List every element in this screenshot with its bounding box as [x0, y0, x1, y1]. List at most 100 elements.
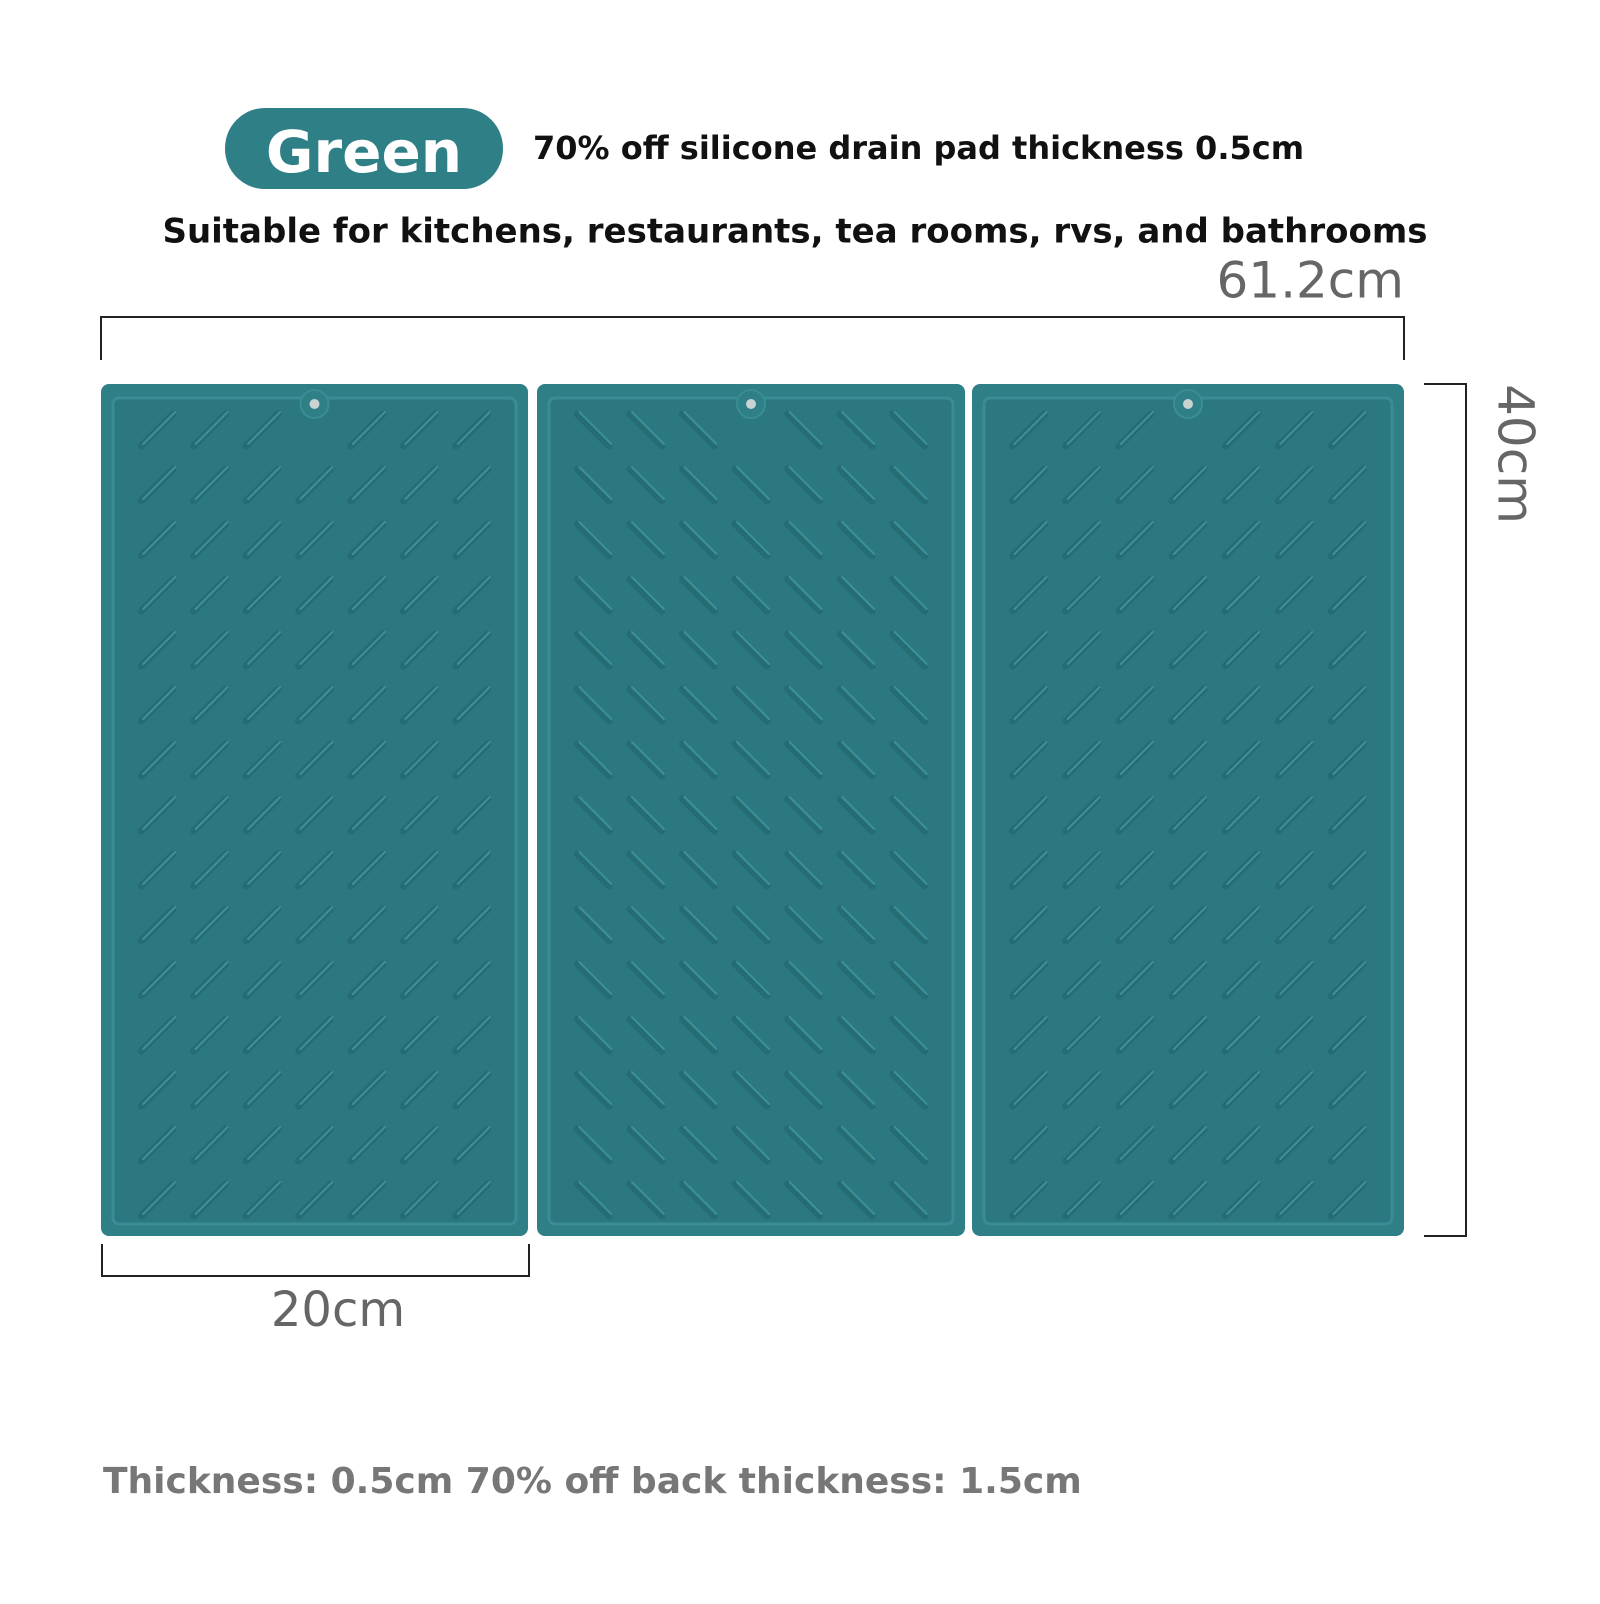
ridge: [626, 960, 666, 1000]
ridge-highlight: [893, 466, 928, 500]
ridge-highlight: [841, 521, 876, 555]
ridge-highlight: [299, 906, 334, 940]
ridge-highlight: [351, 796, 386, 830]
ridge-highlight: [142, 1016, 177, 1050]
ridge-highlight: [630, 521, 665, 555]
ridge-highlight: [404, 1071, 439, 1105]
ridge-highlight: [351, 686, 386, 720]
ridge-highlight: [683, 631, 718, 665]
ridge: [573, 960, 613, 1000]
ridge-highlight: [736, 796, 770, 830]
ridge-highlight: [1066, 906, 1101, 940]
ridge-highlight: [893, 521, 928, 555]
ridge-highlight: [1013, 1016, 1048, 1050]
ridge-highlight: [736, 686, 770, 720]
ridge-highlight: [351, 1016, 386, 1050]
ridge: [678, 850, 718, 890]
height-bracket: [1424, 383, 1467, 1237]
ridge-highlight: [194, 576, 229, 610]
ridge-highlight: [1332, 906, 1367, 940]
ridge-highlight: [1226, 466, 1261, 500]
ridge-highlight: [630, 851, 665, 885]
ridge-highlight: [893, 796, 928, 830]
ridge-highlight: [578, 796, 613, 830]
ridge-highlight: [404, 906, 439, 940]
ridge-highlight: [142, 741, 177, 775]
ridge-highlight: [1332, 741, 1367, 775]
ridge-highlight: [1226, 741, 1261, 775]
drain-mat: [101, 384, 1404, 1236]
ridge-highlight: [247, 851, 282, 885]
ridge-highlight: [299, 796, 334, 830]
ridge-highlight: [1066, 1071, 1101, 1105]
ridge: [678, 795, 718, 835]
ridge-highlight: [1013, 686, 1048, 720]
ridge-highlight: [736, 576, 770, 610]
ridge: [626, 575, 666, 615]
ridge-highlight: [1013, 961, 1048, 995]
ridge-highlight: [630, 686, 665, 720]
ridge-highlight: [194, 851, 229, 885]
ridge: [784, 1180, 824, 1220]
ridge: [784, 520, 824, 560]
ridge-highlight: [1119, 1016, 1154, 1050]
ridge: [731, 575, 771, 615]
ridge: [626, 410, 666, 450]
ridge-highlight: [1332, 631, 1367, 665]
ridge-highlight: [1279, 466, 1314, 500]
ridge: [573, 1125, 613, 1165]
ridge-highlight: [788, 411, 823, 445]
ridge-highlight: [736, 1126, 770, 1160]
ridge-highlight: [351, 466, 386, 500]
ridge-highlight: [683, 576, 718, 610]
ridge-highlight: [841, 1126, 876, 1160]
ridge-highlight: [578, 411, 613, 445]
ridge-highlight: [788, 1126, 823, 1160]
ridge-highlight: [1279, 686, 1314, 720]
ridge: [889, 465, 929, 505]
ridge-highlight: [1226, 1181, 1261, 1215]
ridge: [678, 1070, 718, 1110]
ridge-highlight: [404, 961, 439, 995]
ridge-highlight: [578, 466, 613, 500]
ridge-highlight: [630, 1071, 665, 1105]
ridge-highlight: [1332, 796, 1367, 830]
ridge-highlight: [1013, 906, 1048, 940]
ridge-highlight: [736, 851, 770, 885]
ridge: [784, 465, 824, 505]
ridge: [626, 685, 666, 725]
ridge-highlight: [1119, 1181, 1154, 1215]
ridge-highlight: [841, 631, 876, 665]
ridge: [836, 1070, 876, 1110]
ridge-highlight: [1119, 411, 1154, 445]
ridge: [573, 465, 613, 505]
ridge-highlight: [578, 1016, 613, 1050]
ridge-highlight: [1119, 521, 1154, 555]
ridge-highlight: [456, 1016, 491, 1050]
ridge-highlight: [351, 631, 386, 665]
ridge-highlight: [142, 576, 177, 610]
ridge: [573, 850, 613, 890]
ridge-highlight: [456, 576, 491, 610]
ridge: [573, 575, 613, 615]
ridge-highlight: [788, 466, 823, 500]
ridge: [626, 1070, 666, 1110]
ridge-highlight: [1119, 631, 1154, 665]
ridge: [784, 1070, 824, 1110]
ridge: [889, 850, 929, 890]
ridge-highlight: [1226, 686, 1261, 720]
ridge: [731, 740, 771, 780]
ridge-highlight: [404, 411, 439, 445]
ridge-highlight: [1013, 851, 1048, 885]
ridge-highlight: [788, 576, 823, 610]
ridge-highlight: [1279, 851, 1314, 885]
ridge-highlight: [351, 521, 386, 555]
ridge-highlight: [788, 631, 823, 665]
ridge-highlight: [1332, 411, 1367, 445]
ridge-highlight: [683, 1016, 718, 1050]
panel-width-label: 20cm: [271, 1282, 405, 1338]
ridge-highlight: [1066, 521, 1101, 555]
ridge-highlight: [1013, 1181, 1048, 1215]
ridge-highlight: [351, 1071, 386, 1105]
ridge: [573, 520, 613, 560]
